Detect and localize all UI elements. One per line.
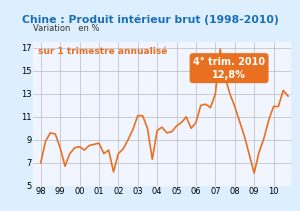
Text: Variation   en %: Variation en % bbox=[33, 24, 100, 32]
Text: sur 1 trimestre annualisé: sur 1 trimestre annualisé bbox=[38, 46, 167, 55]
Text: Chine : Produit intérieur brut (1998-2010): Chine : Produit intérieur brut (1998-201… bbox=[22, 15, 278, 25]
Text: 4° trim. 2010
12,8%: 4° trim. 2010 12,8% bbox=[193, 57, 265, 80]
